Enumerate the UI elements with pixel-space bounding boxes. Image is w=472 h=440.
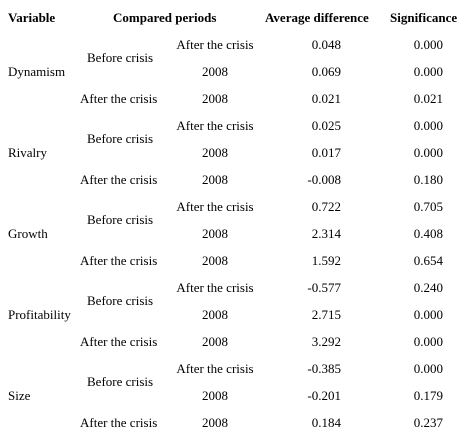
variable-name: Rivalry [8, 145, 47, 160]
average-difference: -0.385 [307, 361, 341, 376]
significance: 0.021 [413, 91, 443, 106]
period-a: After the crisis [80, 415, 158, 430]
header-significance: Significance [390, 10, 458, 25]
significance: 0.240 [413, 280, 443, 295]
significance: 0.000 [413, 118, 443, 133]
before-crisis-label: Before crisis [87, 374, 154, 389]
average-difference: 2.715 [311, 307, 341, 322]
significance: 0.180 [413, 172, 443, 187]
average-difference: -0.008 [307, 172, 341, 187]
average-difference: 2.314 [311, 226, 341, 241]
period-a: After the crisis [80, 253, 158, 268]
significance: 0.000 [413, 37, 443, 52]
variable-name: Dynamism [8, 64, 66, 79]
period-b: 2008 [202, 388, 228, 403]
period-b: 2008 [202, 253, 228, 268]
header-average-difference: Average difference [265, 10, 369, 25]
significance: 0.000 [413, 145, 443, 160]
before-crisis-label: Before crisis [87, 50, 154, 65]
significance: 0.000 [413, 334, 443, 349]
average-difference: 0.025 [311, 118, 341, 133]
header-compared-periods: Compared periods [113, 10, 217, 25]
before-crisis-label: Before crisis [87, 293, 154, 308]
significance: 0.000 [413, 307, 443, 322]
before-crisis-label: Before crisis [87, 131, 154, 146]
period-b: After the crisis [176, 361, 254, 376]
period-b: After the crisis [176, 118, 254, 133]
average-difference: 0.017 [311, 145, 341, 160]
significance: 0.654 [413, 253, 443, 268]
period-b: 2008 [202, 64, 228, 79]
period-b: After the crisis [176, 37, 254, 52]
average-difference: 0.184 [311, 415, 341, 430]
variable-name: Growth [8, 226, 48, 241]
average-difference: 0.069 [311, 64, 341, 79]
period-b: 2008 [202, 145, 228, 160]
average-difference: 0.021 [311, 91, 341, 106]
period-b: 2008 [202, 415, 228, 430]
period-b: 2008 [202, 226, 228, 241]
period-a: After the crisis [80, 172, 158, 187]
average-difference: 0.722 [311, 199, 341, 214]
variable-name: Profitability [8, 307, 71, 322]
significance: 0.179 [413, 388, 443, 403]
before-crisis-label: Before crisis [87, 212, 154, 227]
header-variable: Variable [8, 10, 56, 25]
significance: 0.237 [413, 415, 443, 430]
significance: 0.408 [413, 226, 443, 241]
significance: 0.000 [413, 64, 443, 79]
period-b: 2008 [202, 307, 228, 322]
significance: 0.000 [413, 361, 443, 376]
average-difference: 3.292 [311, 334, 341, 349]
period-b: 2008 [202, 334, 228, 349]
average-difference: 1.592 [311, 253, 341, 268]
period-b: After the crisis [176, 280, 254, 295]
average-difference: -0.201 [307, 388, 341, 403]
variable-name: Size [8, 388, 31, 403]
period-b: After the crisis [176, 199, 254, 214]
period-a: After the crisis [80, 91, 158, 106]
period-a: After the crisis [80, 334, 158, 349]
period-b: 2008 [202, 172, 228, 187]
average-difference: 0.048 [311, 37, 341, 52]
significance: 0.705 [413, 199, 443, 214]
average-difference: -0.577 [307, 280, 341, 295]
period-b: 2008 [202, 91, 228, 106]
